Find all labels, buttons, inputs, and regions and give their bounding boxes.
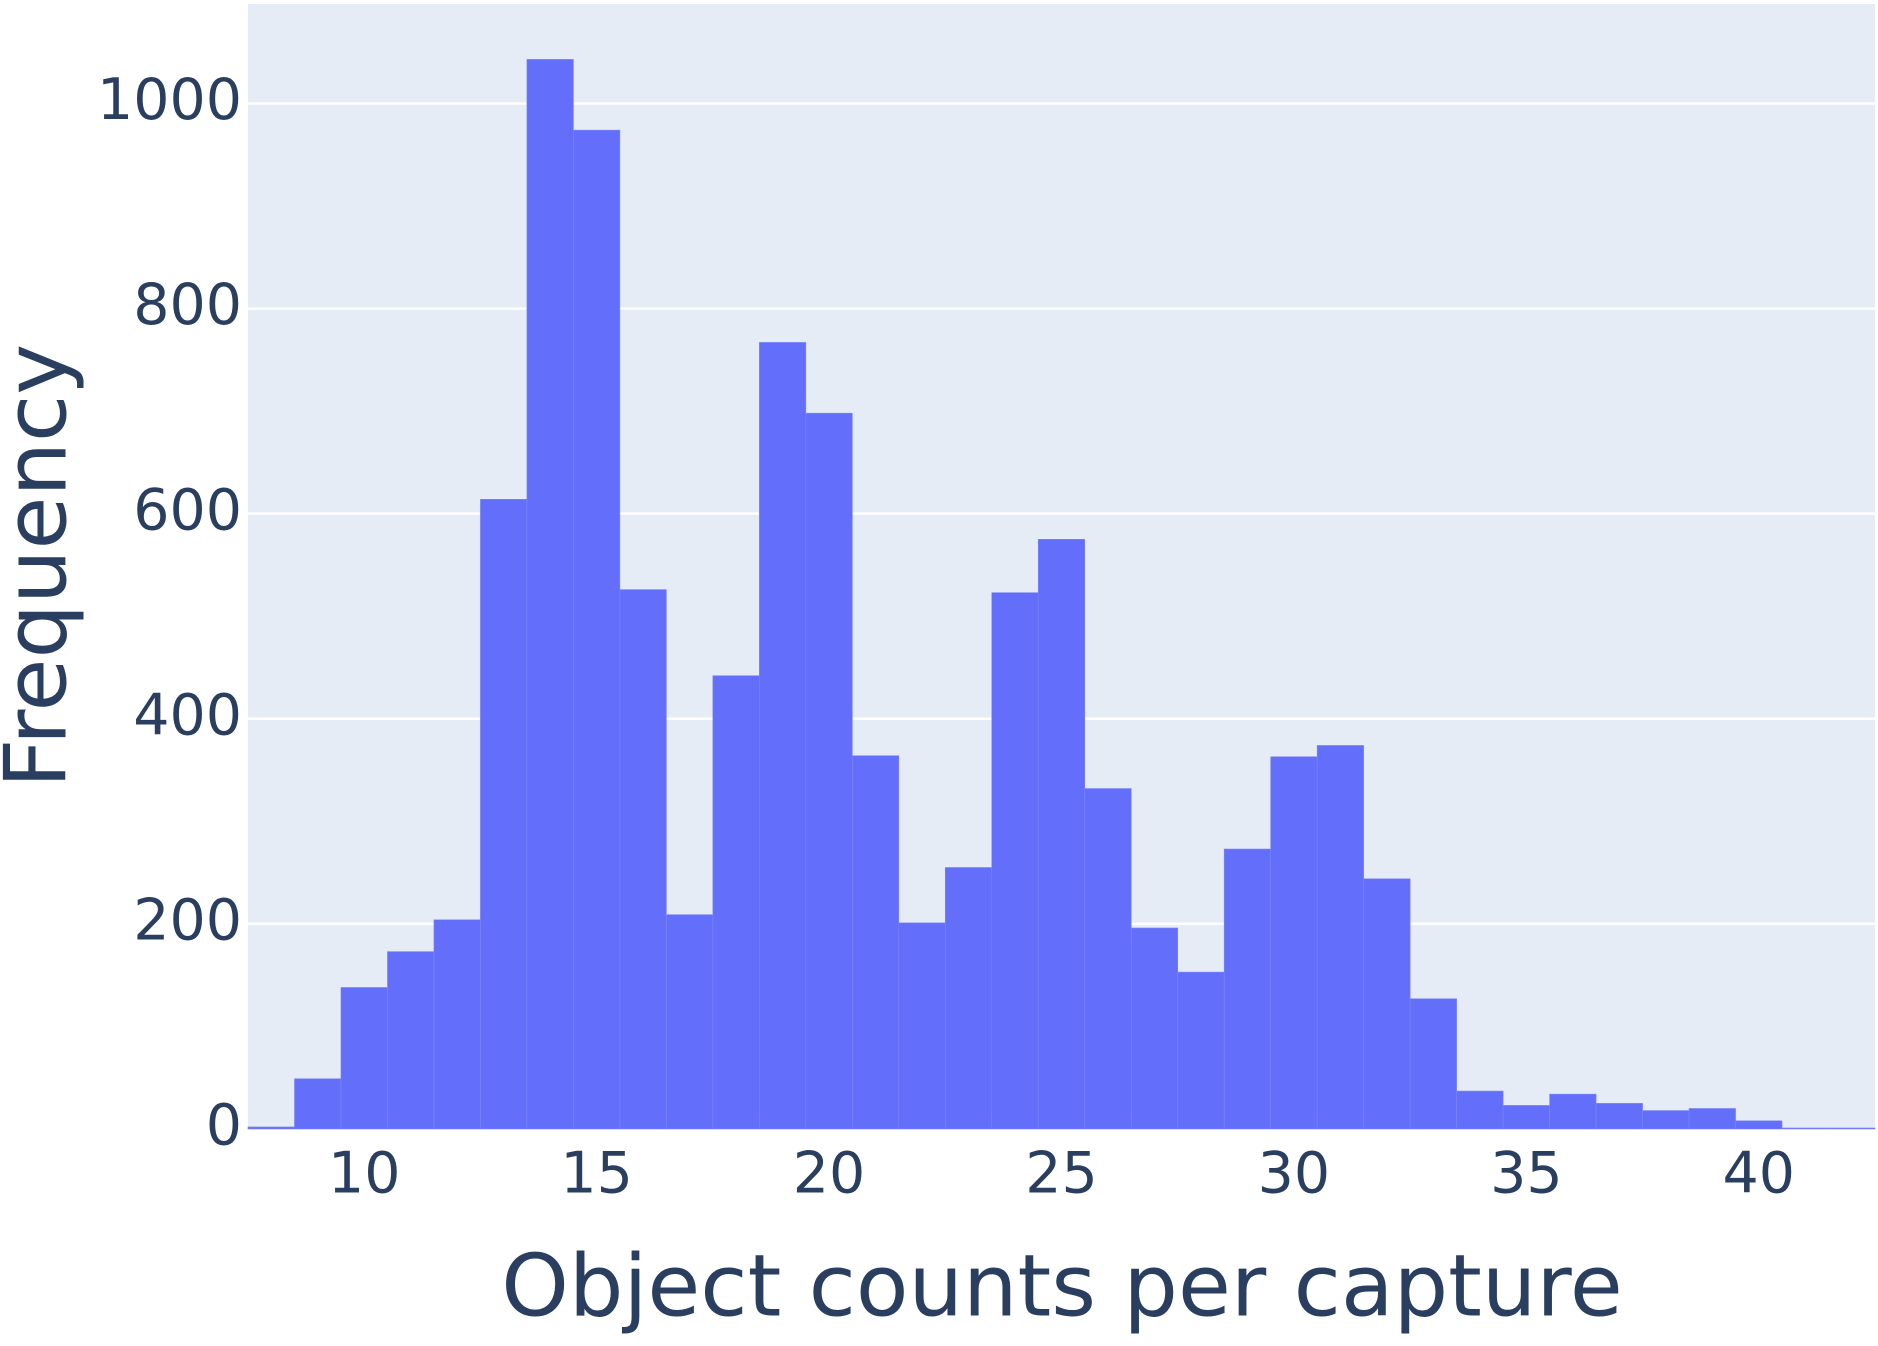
bar xyxy=(1642,1110,1690,1130)
bar xyxy=(573,129,621,1130)
bar xyxy=(898,922,946,1130)
x-tick-label: 20 xyxy=(793,1141,866,1207)
bar xyxy=(1363,878,1411,1130)
bar xyxy=(712,675,760,1130)
bar xyxy=(619,589,667,1130)
bar xyxy=(387,951,435,1130)
x-tick-label: 35 xyxy=(1490,1141,1563,1207)
x-tick-label: 40 xyxy=(1723,1141,1796,1207)
bar xyxy=(666,914,714,1130)
x-tick-label: 30 xyxy=(1258,1141,1331,1207)
bar xyxy=(433,919,481,1130)
y-tick-label: 600 xyxy=(133,477,242,543)
x-tick-label: 15 xyxy=(560,1141,633,1207)
y-axis-title: Frequency xyxy=(0,344,86,788)
bar xyxy=(1456,1090,1504,1130)
bar xyxy=(1781,1127,1829,1130)
y-tick-label: 800 xyxy=(133,272,242,338)
x-tick-label: 10 xyxy=(328,1141,401,1207)
bar xyxy=(1223,848,1271,1130)
y-tick-label: 0 xyxy=(206,1093,242,1159)
bar xyxy=(1549,1093,1597,1130)
bar xyxy=(1270,756,1318,1130)
x-axis-title: Object counts per capture xyxy=(501,1236,1623,1336)
bar xyxy=(294,1078,342,1130)
bar xyxy=(1688,1108,1736,1130)
bar xyxy=(340,987,388,1130)
bar xyxy=(944,867,993,1130)
bar xyxy=(1084,788,1132,1130)
bar xyxy=(1828,1127,1876,1130)
bar xyxy=(1735,1120,1783,1130)
bar xyxy=(247,1126,295,1130)
bar xyxy=(759,342,807,1130)
x-tick-label: 25 xyxy=(1025,1141,1098,1207)
y-tick-label: 1000 xyxy=(97,67,242,133)
bar xyxy=(1502,1105,1550,1130)
bar xyxy=(480,499,528,1130)
bar xyxy=(852,755,900,1130)
y-tick-label: 200 xyxy=(133,888,242,954)
bar xyxy=(1130,927,1179,1130)
bar xyxy=(1177,971,1225,1130)
bar xyxy=(805,412,853,1130)
y-tick-label: 400 xyxy=(133,682,242,748)
bar xyxy=(1316,745,1364,1130)
bar xyxy=(1595,1103,1643,1130)
bar xyxy=(526,59,574,1130)
bar xyxy=(1037,539,1086,1130)
bar xyxy=(1409,998,1457,1130)
bar xyxy=(991,592,1039,1130)
